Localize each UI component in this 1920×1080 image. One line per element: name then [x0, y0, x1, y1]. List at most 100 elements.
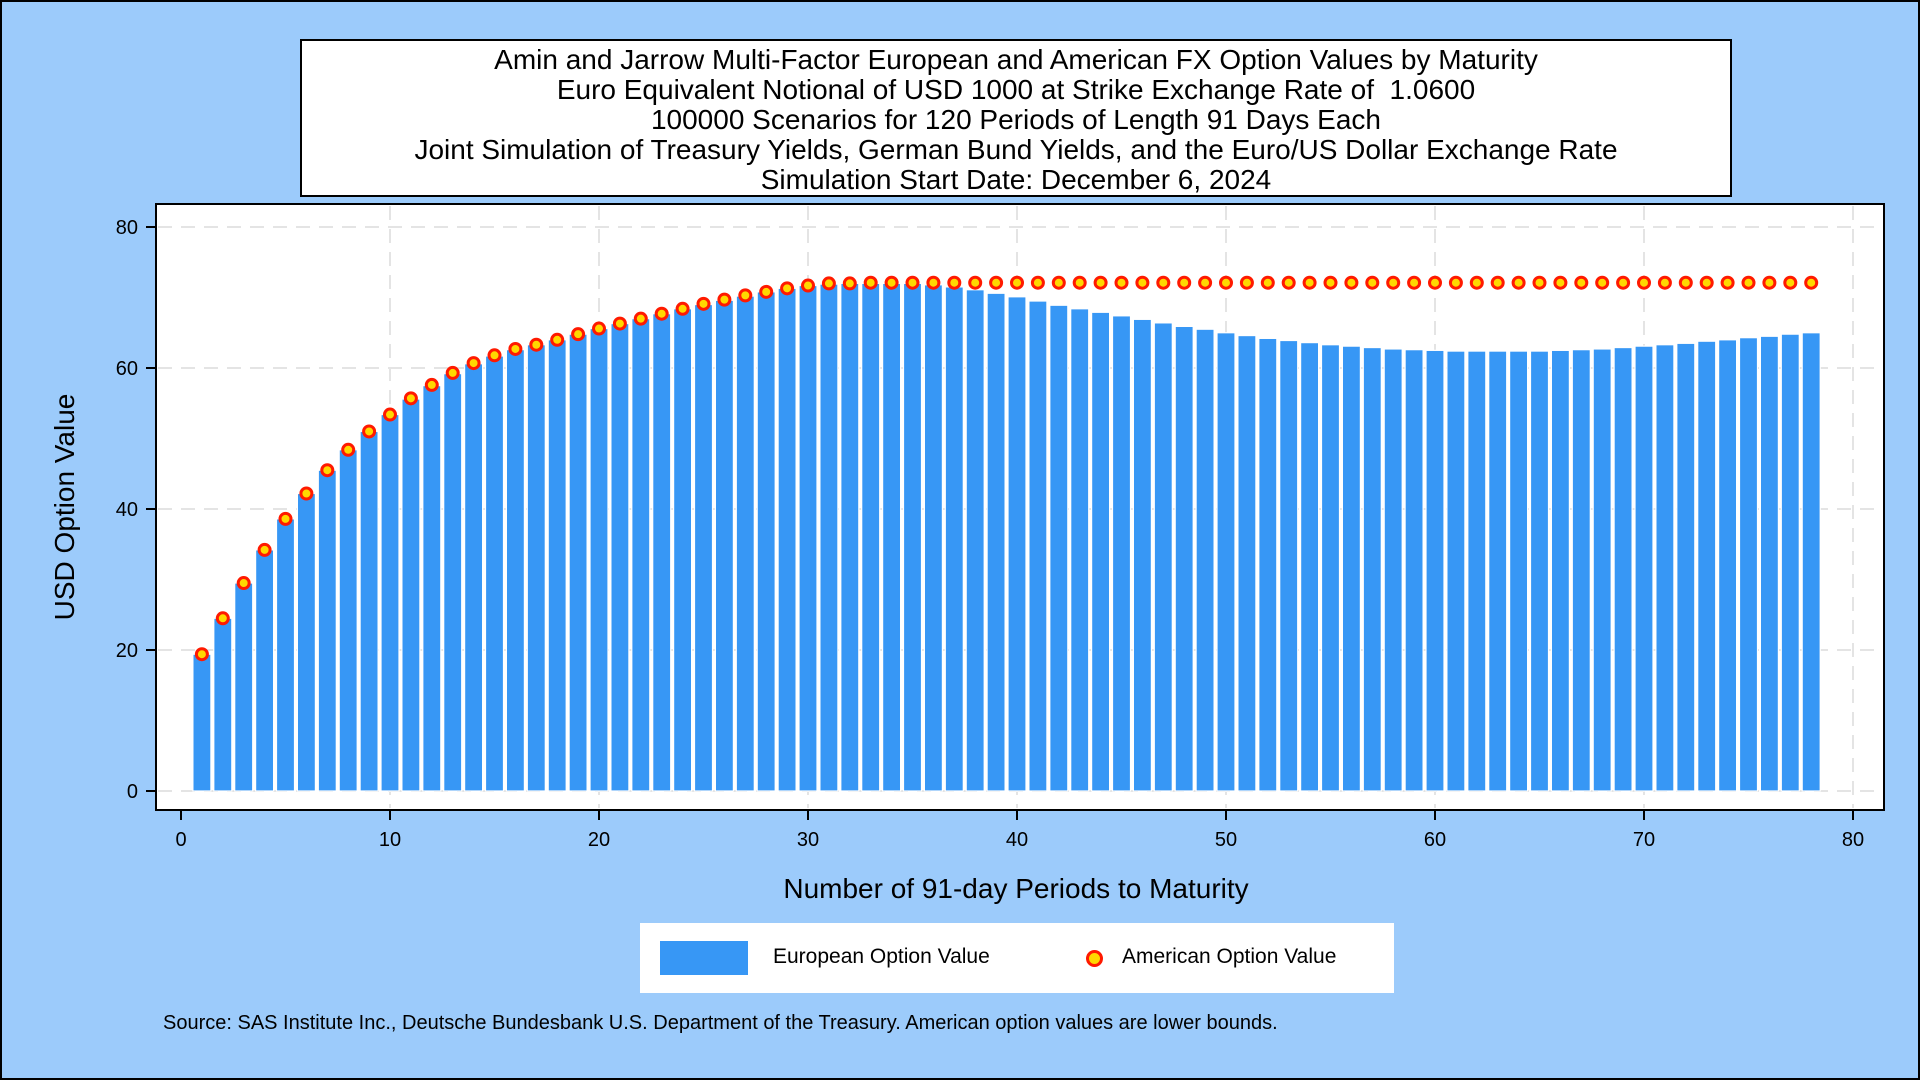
- bar: [1571, 349, 1591, 792]
- bar: [1425, 349, 1445, 792]
- bar: [464, 363, 484, 792]
- point: [1281, 275, 1296, 290]
- bar: [652, 313, 672, 792]
- bar: [296, 492, 316, 792]
- point: [1365, 275, 1380, 290]
- point: [383, 407, 397, 422]
- point: [738, 288, 753, 303]
- point: [780, 281, 795, 296]
- point: [1783, 275, 1798, 290]
- bar: [1508, 350, 1529, 792]
- y-tick-label: 20: [116, 640, 138, 662]
- bar: [275, 518, 296, 792]
- point: [821, 276, 836, 291]
- bar: [1383, 348, 1403, 792]
- chart-subtitle-simulation: Joint Simulation of Treasury Yields, Ger…: [414, 134, 1618, 165]
- bar: [714, 299, 735, 792]
- point: [445, 365, 460, 380]
- marker-series: [194, 275, 1819, 662]
- point: [654, 306, 669, 321]
- point: [1428, 275, 1442, 290]
- bar: [881, 282, 902, 792]
- point: [1323, 275, 1338, 290]
- bar: [255, 549, 275, 792]
- point: [1762, 275, 1777, 290]
- bar: [965, 289, 985, 792]
- bar: [944, 286, 964, 792]
- point: [989, 275, 1004, 290]
- point: [612, 316, 627, 331]
- bar: [986, 292, 1006, 792]
- chart-subtitle-start-date: Simulation Start Date: December 6, 2024: [760, 164, 1272, 195]
- x-tick-label: 70: [1633, 829, 1655, 851]
- point: [926, 275, 941, 290]
- bar: [443, 373, 463, 792]
- point: [194, 647, 209, 662]
- bar: [317, 469, 337, 792]
- bar: [1488, 350, 1508, 792]
- point: [257, 542, 272, 557]
- bar: [359, 430, 379, 792]
- bar: [1655, 344, 1675, 792]
- point: [571, 327, 586, 342]
- bar: [672, 308, 693, 792]
- bar: [923, 284, 944, 792]
- bar: [589, 327, 609, 792]
- bar: [1174, 325, 1194, 792]
- point: [529, 337, 544, 352]
- point: [550, 332, 565, 347]
- bar: [1550, 349, 1571, 792]
- point: [1804, 275, 1819, 290]
- bar: [1216, 332, 1236, 792]
- bar: [1738, 337, 1759, 792]
- bar: [819, 283, 839, 792]
- point: [1030, 275, 1045, 290]
- bar: [1404, 349, 1424, 792]
- point: [1448, 275, 1463, 290]
- bar: [1090, 311, 1111, 792]
- point: [508, 341, 523, 356]
- bar: [526, 344, 546, 792]
- x-tick-label: 10: [379, 829, 401, 851]
- bar: [1467, 350, 1487, 792]
- bar: [1697, 340, 1717, 792]
- point: [1407, 275, 1422, 290]
- bar: [401, 398, 421, 792]
- point: [1302, 275, 1317, 290]
- point: [1051, 275, 1066, 290]
- axes: 0 20 40 60 80 0 10 20 30 40 50 60 70 80: [116, 217, 1864, 851]
- bar: [1446, 350, 1466, 792]
- bar: [1529, 350, 1550, 792]
- legend-label-european: European Option Value: [773, 945, 990, 968]
- bar: [1153, 322, 1173, 792]
- point: [1490, 275, 1505, 290]
- point: [1574, 275, 1589, 290]
- bar: [798, 284, 818, 792]
- point: [466, 356, 481, 371]
- bar: [1341, 345, 1362, 792]
- bar: [631, 318, 651, 792]
- x-tick-label: 0: [175, 829, 186, 851]
- bar: [861, 282, 881, 792]
- bar: [1237, 334, 1257, 792]
- point: [1093, 275, 1108, 290]
- point: [696, 296, 711, 311]
- point: [1072, 275, 1087, 290]
- bar: [1195, 328, 1215, 792]
- legend-swatch-american: [1086, 950, 1103, 967]
- bar: [422, 385, 442, 792]
- y-tick-label: 0: [127, 781, 138, 803]
- bar: [1279, 339, 1299, 792]
- x-tick-label: 20: [588, 829, 610, 851]
- point: [759, 284, 774, 299]
- point: [362, 424, 377, 439]
- point: [403, 391, 418, 406]
- y-tick-label: 80: [116, 217, 138, 239]
- point: [1699, 275, 1714, 290]
- bar: [1362, 346, 1382, 792]
- bar: [338, 449, 358, 792]
- point: [1741, 275, 1756, 290]
- point: [1511, 275, 1526, 290]
- point: [424, 377, 439, 392]
